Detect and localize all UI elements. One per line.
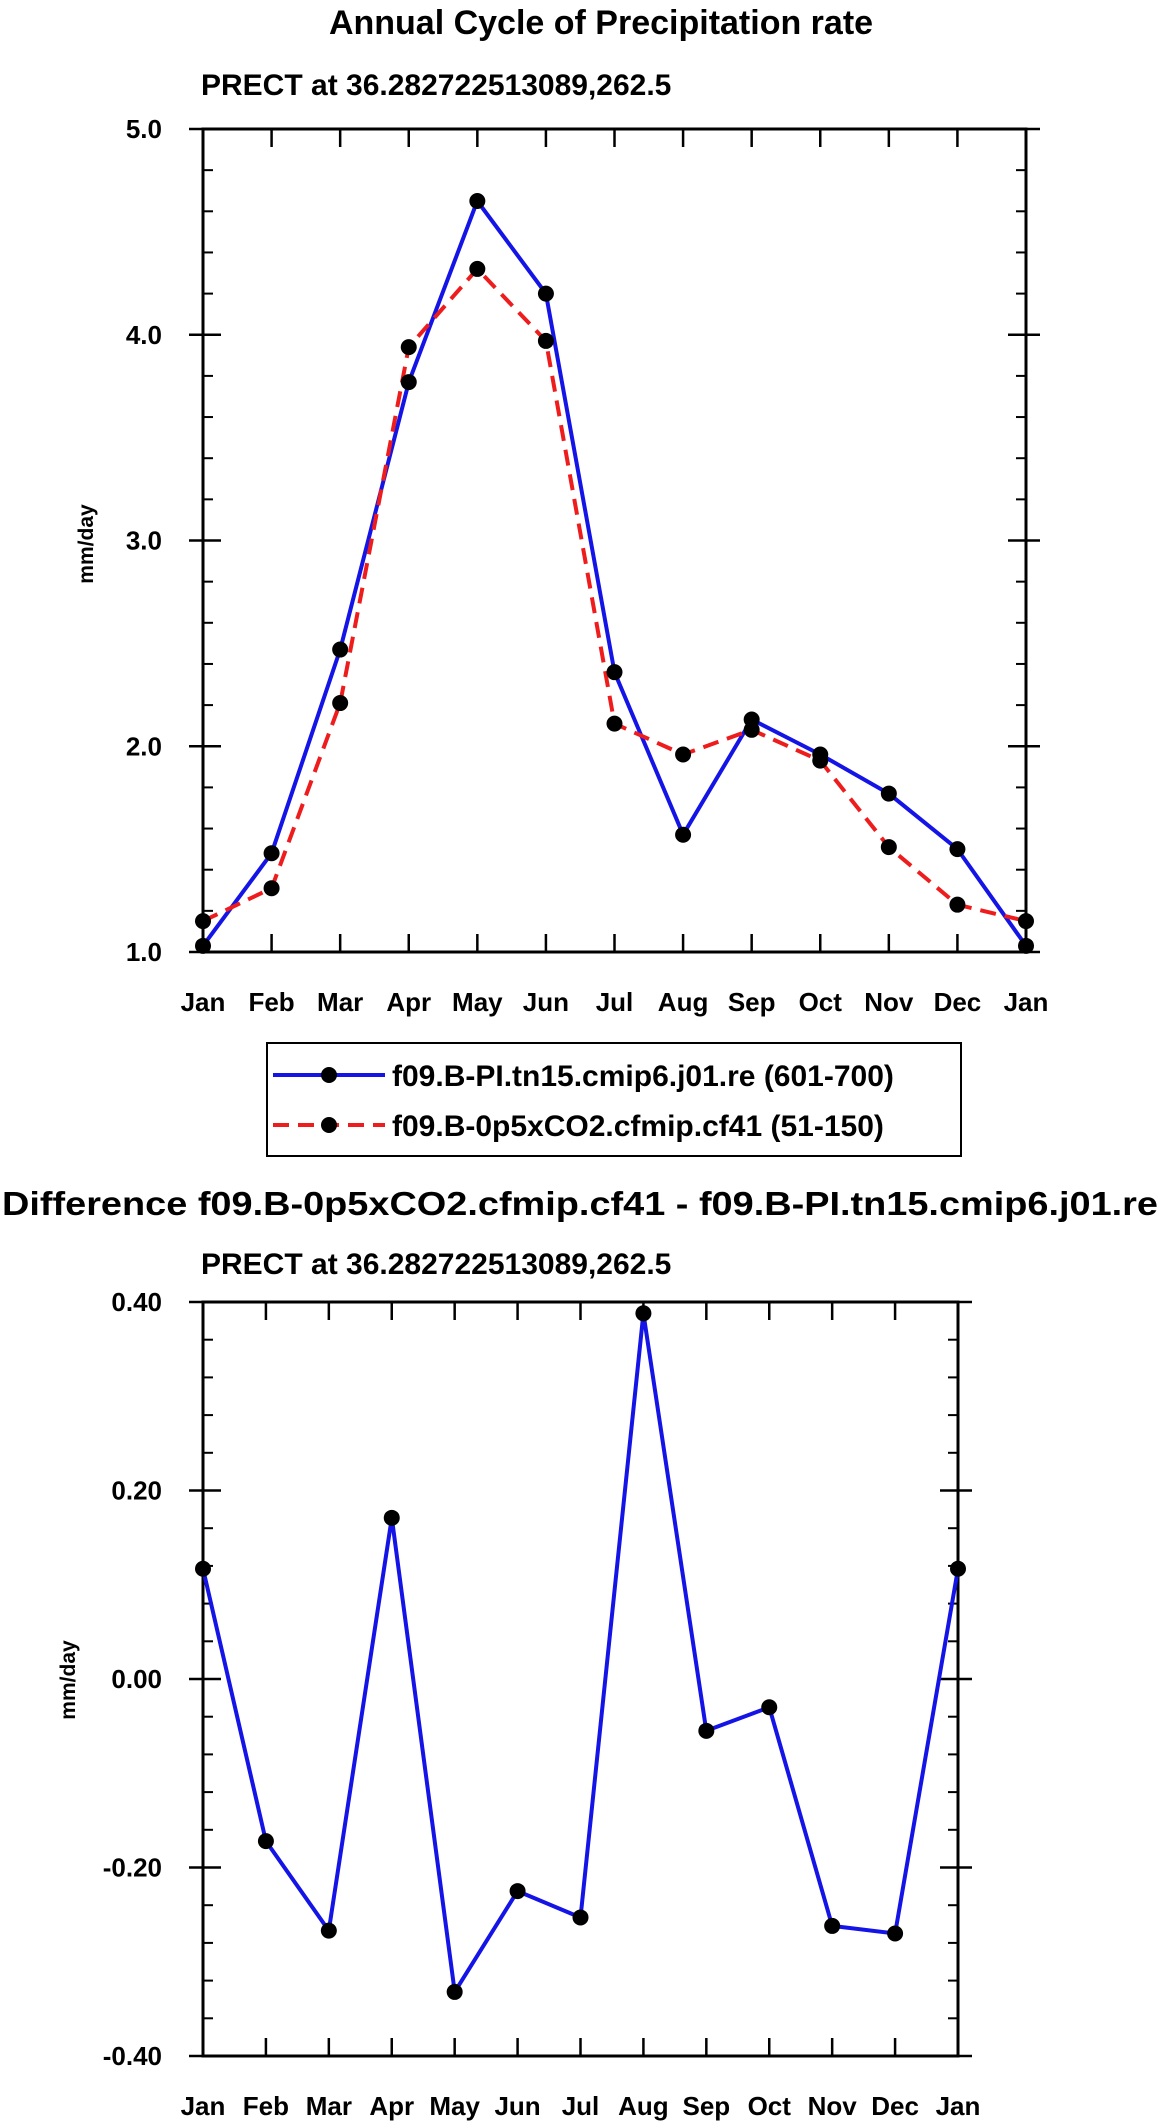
chart2-ylabel: mm/day [57,1640,80,1720]
y-tick-label: 2.0 [126,731,162,761]
series-2-point [263,880,280,897]
series-1-point [469,193,486,210]
series-1-point [195,937,211,954]
series-2-point [949,896,966,913]
series-2-point [195,913,211,930]
x-tick-label: Jul [562,2091,600,2121]
y-tick-label: 3.0 [126,526,162,556]
series-2-point [812,752,829,769]
x-tick-label: Feb [248,987,294,1017]
x-tick-label: Mar [306,2091,352,2121]
x-tick-label: Sep [682,2091,730,2121]
chart1-ylabel: mm/day [75,504,98,584]
y-tick-label: 5.0 [126,114,162,144]
y-tick-label: 1.0 [126,937,162,967]
x-tick-label: Nov [864,987,914,1017]
series-1-point [263,845,280,862]
series-1-point [446,1983,463,2000]
x-tick-label: Nov [808,2091,858,2121]
x-tick-label: Jan [936,2091,981,2121]
y-tick-label: 0.20 [111,1476,162,1506]
x-tick-label: Apr [369,2091,414,2121]
x-tick-label: Oct [799,987,843,1017]
series-1-point [400,374,417,391]
series-1-point [635,1305,652,1322]
series-2-point [332,695,349,712]
x-tick-label: Sep [728,987,776,1017]
x-tick-label: Aug [658,987,709,1017]
x-tick-label: Mar [317,987,363,1017]
series-2-point [675,746,692,763]
x-tick-label: Aug [618,2091,669,2121]
legend-label-series-1: f09.B-PI.tn15.cmip6.j01.re (601-700) [392,1060,894,1093]
x-tick-label: Jan [181,987,226,1017]
x-tick-label: Oct [748,2091,792,2121]
series-1-point [675,826,692,843]
series-1-point [509,1883,526,1900]
chart2-subtitle: PRECT at 36.282722513089,262.5 [201,1248,671,1281]
plot-frame [201,127,1028,954]
chart1-subtitle: PRECT at 36.282722513089,262.5 [201,69,671,102]
series-1-point [537,285,554,302]
series-2-point [469,260,486,277]
series-1-point [824,1917,841,1934]
series-1-point [332,641,349,658]
y-tick-label: 0.00 [111,1664,162,1694]
y-tick-label: 0.40 [111,1287,162,1317]
chart1-legend: f09.B-PI.tn15.cmip6.j01.re (601-700) f09… [266,1042,962,1157]
series-2-point [880,839,897,856]
x-tick-label: Dec [934,987,982,1017]
y-tick-label: 4.0 [126,320,162,350]
series-line-2 [202,266,1027,924]
x-tick-label: Jun [494,2091,540,2121]
chart1-title: Annual Cycle of Precipitation rate [329,4,873,42]
series-2-point [606,715,623,732]
series-1-point [383,1509,400,1526]
series-1-point [195,1560,211,1577]
legend-marker-series-1 [321,1067,337,1083]
series-2-point [537,332,554,349]
series-1-point [887,1925,904,1942]
series-1-point [698,1722,715,1739]
plot-frame [201,1300,960,2058]
series-2-point [743,721,760,738]
x-tick-label: May [452,987,503,1017]
series-1-point [606,664,623,681]
x-tick-label: Jan [1004,987,1049,1017]
x-tick-label: May [429,2091,480,2121]
chart1-plot: Jan Feb Mar Apr May Jun Jul Aug Sep Oct Nov Dec Jan 1… [126,114,1049,1017]
series-line-1 [201,199,1028,947]
series-1-point [1018,937,1034,954]
chart2-plot: Jan Feb Mar Apr May Jun Jul Aug Sep Oct Nov Dec Jan-… [103,1287,981,2121]
x-tick-label: Jun [523,987,569,1017]
series-1-point [320,1922,337,1939]
x-tick-label: Jan [181,2091,226,2121]
legend-label-series-2: f09.B-0p5xCO2.cfmip.cf41 (51-150) [392,1110,884,1143]
x-tick-label: Jul [596,987,634,1017]
y-tick-label: -0.20 [103,1853,162,1883]
series-1-point [950,1560,966,1577]
legend-box [266,1042,962,1157]
series-1-point [880,785,897,802]
series-1-point [572,1909,589,1926]
series-2-point [400,339,417,356]
y-tick-label: -0.40 [103,2041,162,2071]
series-1-point [257,1833,274,1850]
chart2-title: Difference f09.B-0p5xCO2.cfmip.cf41 - f0… [2,1185,1158,1222]
x-tick-label: Dec [871,2091,919,2121]
legend-marker-series-2 [321,1117,337,1133]
x-tick-label: Feb [243,2091,289,2121]
series-2-point [1018,913,1034,930]
series-1-point [949,841,966,858]
series-line-1 [201,1311,960,1994]
series-1-point [761,1699,778,1716]
x-tick-label: Apr [386,987,431,1017]
